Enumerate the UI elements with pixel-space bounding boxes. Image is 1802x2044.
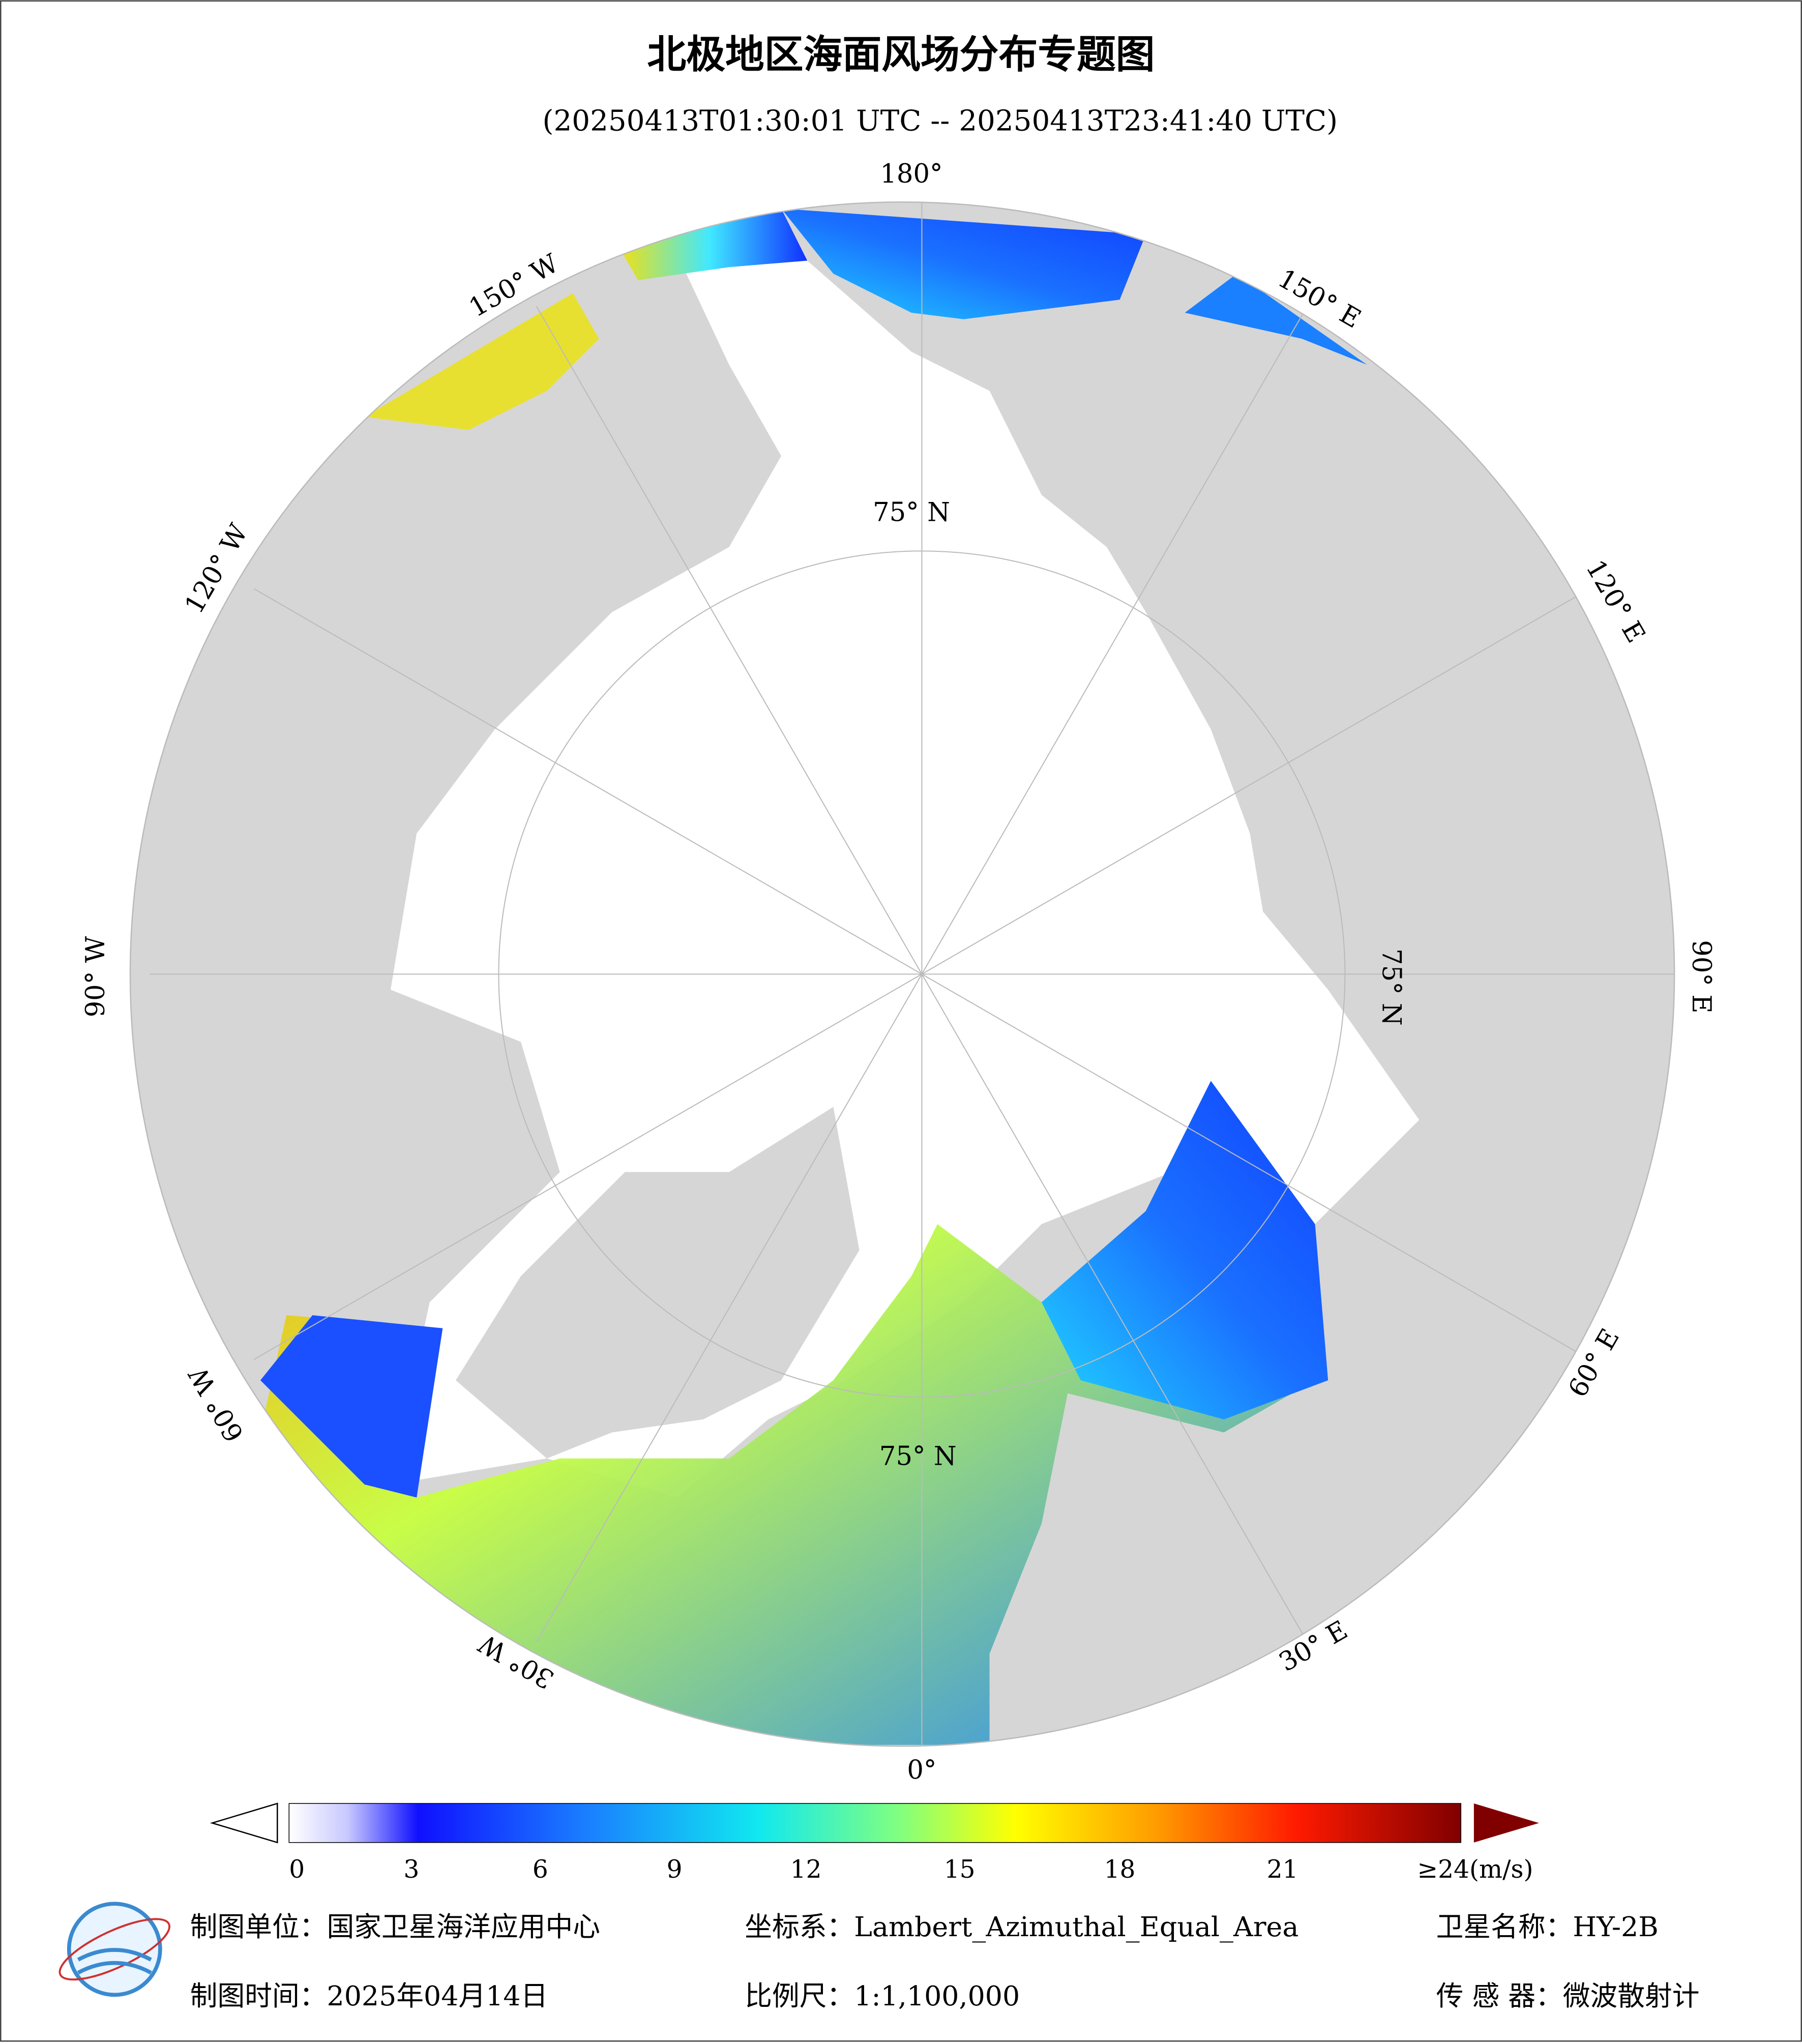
lon-label: 90° E <box>1686 940 1717 1013</box>
lat-label: 75° N <box>873 497 950 527</box>
footer-crs: 坐标系：Lambert_Azimuthal_Equal_Area <box>745 1911 1298 1943</box>
colorbar-tick-label: 6 <box>533 1855 548 1884</box>
map <box>130 202 1675 1746</box>
colorbar-tick-label: 0 <box>289 1855 305 1884</box>
colorbar-tick-label: 12 <box>790 1855 822 1884</box>
footer-unit: 制图单位：国家卫星海洋应用中心 <box>190 1911 600 1943</box>
colorbar-tick-label: 9 <box>667 1855 683 1884</box>
footer: 制图单位：国家卫星海洋应用中心 坐标系：Lambert_Azimuthal_Eq… <box>190 1911 1700 2012</box>
colorbar: 0 3 6 9 12 15 18 21 ≥24(m/s) <box>210 1802 1539 1884</box>
lon-label: 90° W <box>80 936 111 1017</box>
colorbar-max-label: ≥24(m/s) <box>1417 1855 1533 1884</box>
subtitle: (20250413T01:30:01 UTC -- 20250413T23:41… <box>543 104 1338 137</box>
lat-label: 75° N <box>879 1441 957 1471</box>
title: 北极地区海面风场分布专题图 <box>647 33 1155 78</box>
logo <box>58 1902 170 1997</box>
footer-sensor: 传 感 器：微波散射计 <box>1436 1980 1700 2012</box>
footer-scale: 比例尺：1:1,100,000 <box>745 1980 1020 2012</box>
colorbar-tick-label: 15 <box>944 1855 976 1884</box>
footer-satellite: 卫星名称：HY-2B <box>1436 1911 1659 1943</box>
colorbar-tick-label: 3 <box>403 1855 419 1884</box>
footer-date: 制图时间：2025年04月14日 <box>190 1980 548 2012</box>
colorbar-tick-label: 21 <box>1267 1855 1298 1884</box>
lat-label: 75° N <box>1376 949 1407 1026</box>
colorbar-tick-label: 18 <box>1104 1855 1136 1884</box>
lon-label: 180° <box>880 159 942 189</box>
map-border <box>129 201 1675 1747</box>
lon-label: 0° <box>907 1755 936 1785</box>
